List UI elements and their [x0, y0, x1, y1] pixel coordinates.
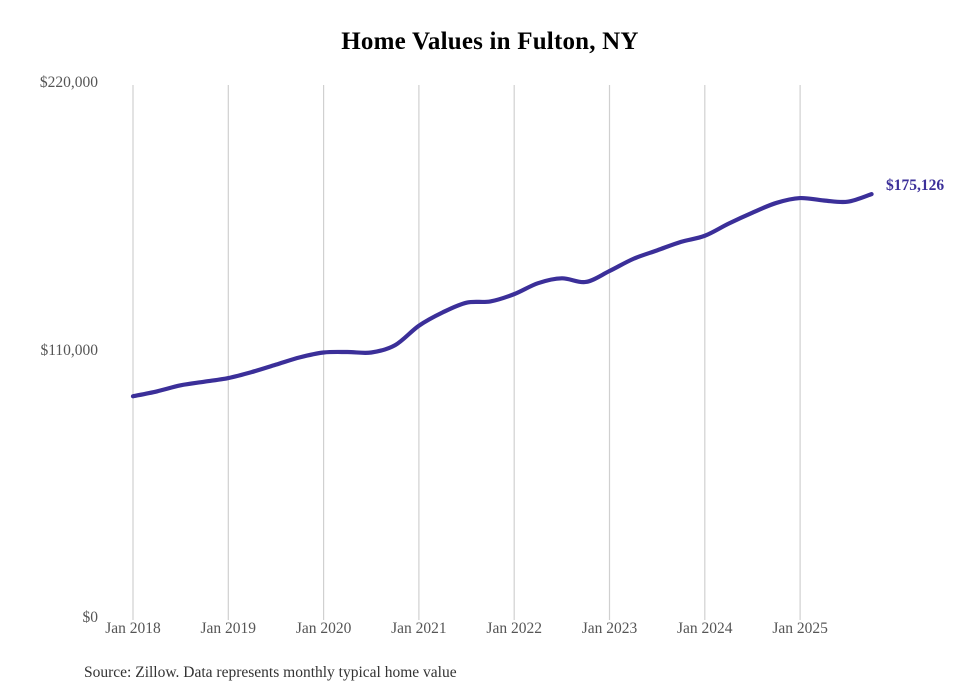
x-axis-tick-jan-2022: Jan 2022 [486, 620, 542, 637]
page-title: Home Values in Fulton, NY [341, 28, 639, 55]
x-axis-tick-jan-2025: Jan 2025 [772, 620, 828, 637]
y-axis-tick-label: $0 [82, 609, 99, 626]
x-axis-tick-jan-2023: Jan 2023 [581, 620, 638, 637]
x-axis-tick-jan-2018: Jan 2018 [105, 620, 161, 637]
x-axis-tick-jan-2019: Jan 2019 [200, 620, 257, 637]
x-axis-tick-jan-2020: Jan 2020 [295, 620, 352, 637]
x-axis-tick-jan-2024: Jan 2024 [677, 620, 733, 637]
x-axis-tick-jan-2021: Jan 2021 [391, 620, 447, 637]
end-value-annotation: $175,126 [886, 177, 945, 194]
y-axis-tick-label: $110,000 [40, 341, 98, 359]
gridline-group [132, 85, 801, 620]
series-line-typical-home-value [130, 192, 874, 399]
y-axis-tick-label: $220,000 [39, 74, 98, 91]
source-note: Source: Zillow. Data represents monthly … [84, 664, 457, 681]
